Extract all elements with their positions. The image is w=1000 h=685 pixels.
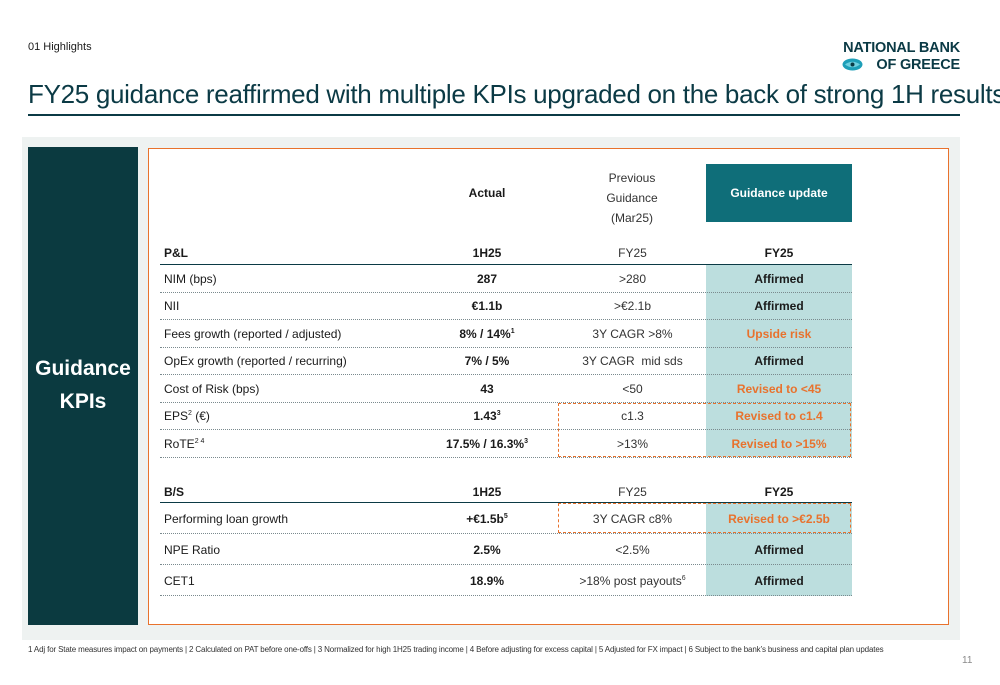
row-actual: 2.5%: [473, 543, 501, 557]
row-previous: <50: [622, 382, 643, 396]
row-actual: 18.9%: [469, 574, 505, 588]
guidance-column-bg-pl: [706, 265, 852, 457]
row-label-text: EPS: [164, 409, 189, 423]
row-update: Revised to >€2.5b: [728, 512, 830, 526]
row-previous: >280: [618, 272, 647, 286]
row-actual: +€1.5b5: [420, 512, 554, 526]
header-actual: Actual: [468, 186, 506, 200]
guidance-column-bg-bs: [706, 503, 852, 596]
row-divider: [160, 402, 852, 403]
row-actual: 7% / 5%: [464, 354, 510, 368]
row-label: OpEx growth (reported / recurring): [164, 354, 347, 368]
footnotes: 1 Adj for State measures impact on payme…: [28, 645, 884, 654]
row-actual: 287: [476, 272, 498, 286]
bs-section-actual: 1H25: [472, 485, 502, 499]
logo-text-line2: OF GREECE: [876, 57, 960, 73]
row-divider: [160, 374, 852, 375]
row-divider: [160, 533, 852, 534]
side-label-line2: KPIs: [59, 390, 107, 413]
row-label: CET1: [164, 574, 195, 588]
row-previous: <2.5%: [615, 543, 650, 557]
row-label: Fees growth (reported / adjusted): [164, 327, 342, 341]
row-update: Affirmed: [754, 354, 804, 368]
header-previous-line1: Previous: [608, 171, 656, 185]
bs-header-rule: [160, 502, 852, 503]
row-label: NII: [164, 299, 180, 313]
bank-logo: NATIONAL BANK OF GREECE: [842, 40, 964, 74]
row-label: EPS2 (€): [164, 409, 210, 423]
row-previous: c1.3: [621, 409, 644, 423]
row-update: Revised to c1.4: [735, 409, 823, 423]
header-previous-line3: (Mar25): [610, 211, 653, 225]
header-guidance-update: Guidance update: [706, 164, 852, 222]
pl-section-previous: FY25: [618, 246, 647, 260]
pl-header-rule: [160, 264, 852, 265]
row-label: RoTE2 4: [164, 437, 204, 451]
row-actual: 17.5% / 16.3%3: [420, 437, 554, 451]
row-label: Performing loan growth: [164, 512, 289, 526]
row-previous: >€2.1b: [613, 299, 652, 313]
row-divider: [160, 564, 852, 565]
revision-highlight-pl: [558, 403, 851, 457]
row-divider: [160, 595, 852, 596]
row-previous-value: >18% post payouts: [579, 574, 682, 588]
row-actual-value: 8% / 14%: [459, 327, 511, 341]
row-label-suffix: (€): [191, 409, 210, 423]
row-divider: [160, 429, 852, 430]
bs-section-update: FY25: [764, 485, 794, 499]
logo-text-line1: NATIONAL BANK: [843, 40, 960, 56]
row-actual: 43: [480, 382, 494, 396]
row-divider: [160, 457, 852, 458]
side-banner: Guidance KPIs: [28, 147, 138, 625]
row-update: Revised to <45: [736, 382, 822, 396]
row-previous: >13%: [616, 437, 649, 451]
row-update: Upside risk: [746, 327, 812, 341]
side-label-line1: Guidance: [35, 357, 131, 380]
row-update: Affirmed: [754, 272, 804, 286]
row-actual: 8% / 14%1: [420, 327, 554, 341]
logo-mark-icon: [842, 58, 863, 71]
row-label: NIM (bps): [164, 272, 217, 286]
page-number: 11: [962, 655, 973, 666]
row-label: Cost of Risk (bps): [164, 382, 260, 396]
side-banner-label: Guidance KPIs: [28, 352, 138, 418]
row-previous: >18% post payouts6: [560, 574, 705, 588]
section-label: 01 Highlights: [28, 41, 92, 53]
row-previous: 3Y CAGR >8%: [592, 327, 673, 341]
row-actual-value: +€1.5b: [466, 512, 504, 526]
pl-section-update: FY25: [764, 246, 794, 260]
row-update: Affirmed: [754, 574, 804, 588]
row-divider: [160, 347, 852, 348]
header-previous-guidance: Previous Guidance (Mar25): [567, 168, 697, 228]
pl-section-label: P&L: [164, 246, 188, 260]
footnote-ref: 5: [503, 513, 508, 520]
footnote-ref: 6: [681, 575, 686, 582]
row-previous: 3Y CAGR mid sds: [582, 354, 683, 368]
row-update: Affirmed: [754, 543, 804, 557]
row-label-text: RoTE: [164, 437, 195, 451]
footnote-ref: 2 4: [194, 438, 205, 445]
row-previous: 3Y CAGR c8%: [592, 512, 673, 526]
footnote-ref: 3: [496, 410, 501, 417]
row-actual: 1.433: [420, 409, 554, 423]
title-underline: [28, 114, 960, 116]
bs-section-previous: FY25: [618, 485, 647, 499]
footnote-ref: 1: [510, 328, 515, 335]
row-divider: [160, 292, 852, 293]
row-actual: €1.1b: [471, 299, 503, 313]
page-title: FY25 guidance reaffirmed with multiple K…: [28, 79, 1000, 109]
header-previous-line2: Guidance: [606, 191, 658, 205]
row-divider: [160, 319, 852, 320]
bs-section-label: B/S: [164, 485, 185, 499]
footnote-ref: 3: [524, 438, 528, 445]
row-actual-value: 1.43: [473, 409, 497, 423]
footnote-ref: 2: [188, 410, 192, 417]
row-actual-value: 17.5% / 16.3%: [446, 437, 525, 451]
pl-section-actual: 1H25: [472, 246, 502, 260]
revision-highlight-bs: [558, 503, 851, 533]
row-label: NPE Ratio: [164, 543, 221, 557]
row-update: Revised to >15%: [731, 437, 827, 451]
row-update: Affirmed: [754, 299, 804, 313]
